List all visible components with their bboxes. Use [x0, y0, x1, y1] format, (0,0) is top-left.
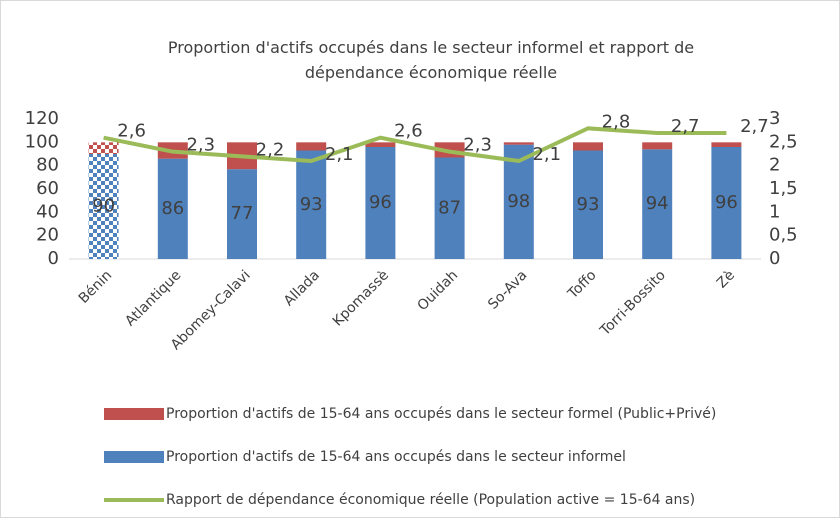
x-tick-label: Zè: [714, 267, 738, 291]
bar: [434, 157, 465, 259]
bar-label: 96: [369, 192, 392, 213]
line-label: 2,2: [256, 139, 285, 160]
bar-label: 90: [92, 196, 115, 217]
bar-label: 98: [507, 191, 530, 212]
bar-label: 93: [300, 194, 323, 215]
legend-label: Rapport de dépendance économique réelle …: [166, 492, 695, 508]
y2-tick-label: 2: [769, 155, 780, 176]
bar: [296, 142, 327, 151]
line-label: 2,6: [117, 121, 146, 142]
x-tick-label: Ouidah: [414, 267, 461, 314]
line-label: 2,3: [186, 135, 215, 156]
x-tick-label: Torri-Bossito: [597, 267, 669, 339]
y2-tick-label: 1,5: [769, 178, 798, 199]
legend-label: Proportion d'actifs de 15-64 ans occupés…: [166, 406, 716, 422]
y-tick-label: 100: [25, 131, 59, 152]
bar-label: 87: [438, 197, 461, 218]
bar: [365, 147, 396, 259]
bar: [88, 142, 119, 154]
y2-tick-label: 2,5: [769, 131, 798, 152]
line-label: 2,7: [671, 116, 700, 137]
bar: [365, 142, 396, 147]
line-label: 2,6: [394, 121, 423, 142]
line-label: 2,8: [602, 111, 631, 132]
bar-label: 86: [161, 198, 184, 219]
y-tick-label: 60: [36, 178, 59, 199]
bar: [503, 144, 534, 259]
bar: [227, 169, 257, 259]
bar-label: 77: [231, 203, 254, 224]
bar-label: 96: [715, 192, 738, 213]
bar: [642, 142, 673, 150]
bar: [711, 147, 742, 259]
x-tick-label: Allada: [281, 267, 323, 309]
x-tick-label: So-Ava: [485, 267, 530, 312]
legend-label: Proportion d'actifs de 15-64 ans occupés…: [166, 449, 626, 465]
bar: [573, 150, 603, 259]
y2-tick-label: 0,5: [769, 225, 798, 246]
x-tick-label: Toffo: [564, 267, 599, 302]
y-tick-label: 20: [36, 225, 59, 246]
line-label: 2,1: [532, 144, 561, 165]
legend-swatch: [104, 408, 164, 420]
y-tick-label: 40: [36, 201, 59, 222]
bar: [88, 154, 119, 259]
line-label: 2,1: [325, 144, 354, 165]
y-tick-label: 80: [36, 155, 59, 176]
y-tick-label: 0: [48, 248, 59, 269]
bar-label: 94: [646, 193, 669, 214]
line: [103, 126, 727, 164]
x-tick-label: Bénin: [76, 267, 115, 306]
y-tick-label: 120: [25, 108, 59, 129]
line-label: 2,7: [740, 116, 769, 137]
bar-label: 93: [577, 194, 600, 215]
y2-tick-label: 1: [769, 201, 780, 222]
chart-title: Proportion d'actifs occupés dans le sect…: [167, 38, 695, 82]
bar: [711, 142, 742, 147]
bar: [296, 150, 327, 259]
bar: [573, 142, 603, 151]
bar: [642, 149, 673, 259]
bar: [157, 158, 188, 259]
legend-swatch: [104, 451, 164, 463]
line-label: 2,3: [463, 135, 492, 156]
bar: [503, 142, 534, 145]
x-tick-label: Kpomassè: [330, 267, 392, 329]
x-tick-label: Atlantique: [122, 267, 184, 329]
y2-tick-label: 3: [769, 108, 780, 129]
y2-tick-label: 0: [769, 248, 780, 269]
